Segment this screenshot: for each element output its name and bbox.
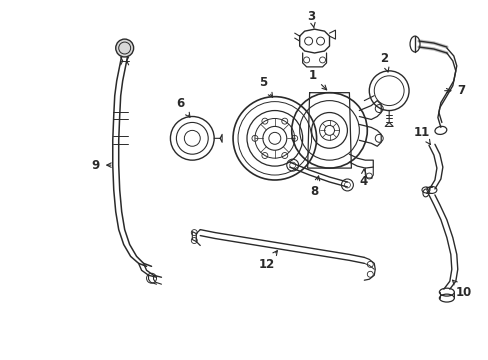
Circle shape xyxy=(116,39,133,57)
Text: 4: 4 xyxy=(359,169,366,189)
Text: 11: 11 xyxy=(413,126,429,144)
Text: 8: 8 xyxy=(310,176,319,198)
Text: 9: 9 xyxy=(92,159,111,172)
Text: 12: 12 xyxy=(258,251,277,271)
Text: 2: 2 xyxy=(379,53,388,72)
Text: 10: 10 xyxy=(451,280,471,299)
Text: 3: 3 xyxy=(307,10,315,28)
Text: 7: 7 xyxy=(444,84,465,97)
Text: 1: 1 xyxy=(308,69,326,90)
Text: 5: 5 xyxy=(258,76,272,97)
Text: 6: 6 xyxy=(176,97,190,117)
